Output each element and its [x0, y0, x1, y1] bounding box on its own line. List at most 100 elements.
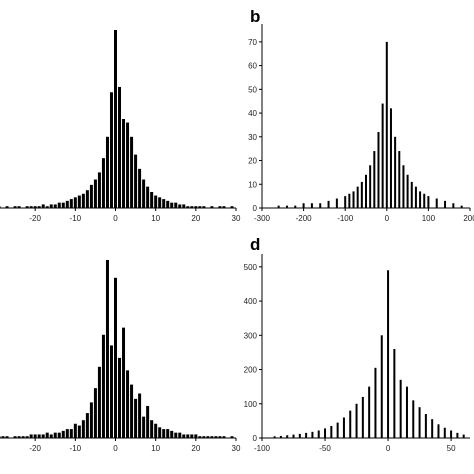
x-tick-label: 10 — [151, 444, 160, 453]
y-tick-label: 40 — [248, 109, 257, 118]
bar — [118, 86, 122, 208]
bar — [452, 203, 455, 208]
x-tick-label: 20 — [191, 444, 200, 453]
bar — [222, 436, 226, 438]
bar — [460, 205, 463, 208]
bar — [385, 41, 388, 209]
bar — [45, 206, 49, 208]
y-tick-label: 0 — [253, 434, 258, 443]
bar — [427, 196, 430, 208]
bar — [380, 335, 383, 438]
bar — [73, 197, 77, 208]
bar — [109, 345, 113, 438]
bar — [0, 436, 1, 438]
bar — [410, 181, 413, 208]
bar — [202, 436, 206, 438]
bar — [85, 190, 89, 208]
bar — [101, 334, 105, 438]
bar — [423, 193, 426, 208]
bar — [77, 195, 81, 208]
bar — [279, 435, 282, 438]
x-tick-label: 200 — [463, 214, 474, 223]
bar — [97, 366, 101, 438]
bar — [230, 436, 234, 438]
bar — [93, 388, 97, 438]
panel-label: b — [250, 7, 260, 26]
bar — [319, 203, 322, 208]
bar — [330, 426, 333, 438]
bar — [214, 436, 218, 438]
bar — [405, 386, 408, 438]
y-tick-label: 10 — [248, 180, 257, 189]
bar — [122, 327, 126, 438]
bar — [348, 193, 351, 208]
bar — [182, 204, 186, 208]
bar — [198, 206, 202, 208]
bar — [387, 270, 390, 438]
bar — [29, 434, 33, 438]
x-tick-label: -20 — [29, 214, 41, 223]
bar — [25, 206, 29, 208]
bar — [418, 407, 421, 438]
bar — [327, 200, 330, 208]
x-tick-label: -200 — [296, 214, 313, 223]
bar — [61, 430, 65, 438]
bar — [414, 186, 417, 208]
bar — [142, 179, 146, 208]
bar — [150, 420, 154, 438]
y-tick-label: 70 — [248, 38, 257, 47]
bar — [178, 432, 182, 438]
bar — [57, 202, 61, 208]
bar — [81, 193, 85, 208]
x-tick-label: -10 — [70, 214, 82, 223]
bar — [93, 179, 97, 208]
x-tick-label: 0 — [113, 214, 118, 223]
bar — [431, 419, 434, 438]
bar — [134, 398, 138, 438]
bar — [210, 436, 214, 438]
y-tick-label: 20 — [248, 157, 257, 166]
bar — [25, 436, 29, 438]
bar — [130, 136, 134, 208]
x-tick-label: 10 — [151, 214, 160, 223]
bar — [389, 108, 392, 208]
bar — [435, 198, 438, 208]
bar — [286, 435, 289, 438]
bar — [5, 436, 9, 438]
bar — [37, 206, 41, 208]
bar — [65, 200, 69, 208]
bar — [335, 198, 338, 208]
y-tick-label: 200 — [244, 366, 258, 375]
bar — [13, 436, 17, 438]
bar — [41, 434, 45, 438]
bar — [342, 417, 345, 438]
bar — [146, 186, 150, 208]
bar — [142, 416, 146, 438]
bar — [186, 206, 190, 208]
x-tick-label: 0 — [386, 444, 391, 453]
bar — [311, 431, 314, 438]
bar — [154, 423, 158, 438]
bar — [13, 206, 17, 208]
bar — [437, 424, 440, 438]
bar — [305, 432, 308, 438]
panel-1: -20 -10 0 10 20 30 — [0, 30, 241, 223]
bar — [1, 436, 5, 438]
bar — [57, 432, 61, 438]
bar — [360, 181, 363, 208]
bar — [17, 436, 21, 438]
y-tick-label: 500 — [244, 263, 258, 272]
bar — [194, 434, 198, 438]
bar — [285, 205, 288, 208]
x-tick-label: 0 — [385, 214, 390, 223]
bar — [114, 277, 117, 438]
bar — [109, 92, 113, 208]
bar — [402, 165, 405, 208]
bar — [17, 206, 21, 208]
bar — [210, 206, 214, 208]
bar — [310, 203, 313, 208]
bar — [317, 430, 320, 438]
bar — [33, 206, 37, 208]
x-tick-label: -100 — [337, 214, 354, 223]
bar — [170, 202, 174, 208]
